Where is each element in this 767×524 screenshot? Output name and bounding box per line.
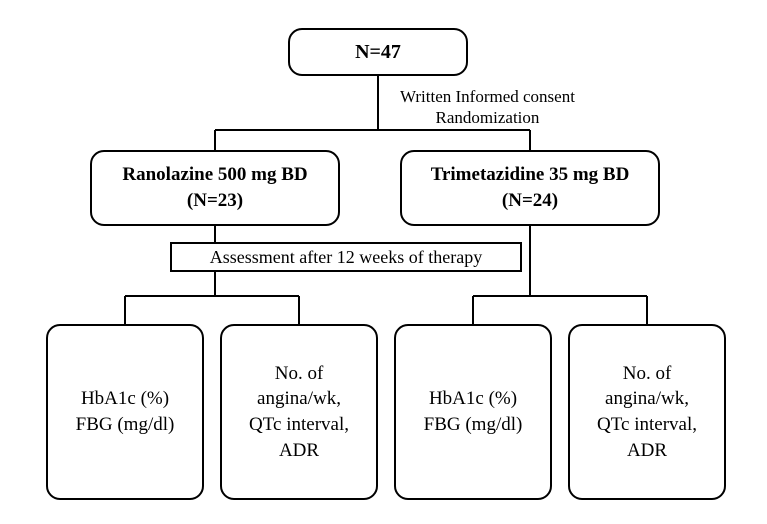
- label-assessment: Assessment after 12 weeks of therapy: [170, 242, 522, 272]
- arm-trimetazidine-line2: (N=24): [502, 188, 558, 214]
- label-informed-consent: Written Informed consent Randomization: [400, 86, 575, 129]
- outcome-b-line4: ADR: [279, 438, 319, 464]
- consent-line2: Randomization: [436, 108, 540, 127]
- outcome-c-line2: FBG (mg/dl): [424, 412, 523, 438]
- node-outcome-c: HbA1c (%) FBG (mg/dl): [394, 324, 552, 500]
- outcome-a-line1: HbA1c (%): [81, 386, 169, 412]
- arm-ranolazine-line1: Ranolazine 500 mg BD: [122, 162, 307, 188]
- arm-trimetazidine-line1: Trimetazidine 35 mg BD: [431, 162, 630, 188]
- assessment-line1: Assessment after 12 weeks of therapy: [210, 246, 482, 269]
- outcome-a-line2: FBG (mg/dl): [76, 412, 175, 438]
- node-arm-trimetazidine: Trimetazidine 35 mg BD (N=24): [400, 150, 660, 226]
- flowchart-canvas: { "diagram": { "type": "flowchart", "bac…: [0, 0, 767, 524]
- node-root: N=47: [288, 28, 468, 76]
- outcome-b-line1: No. of: [275, 361, 324, 387]
- outcome-d-line4: ADR: [627, 438, 667, 464]
- node-arm-ranolazine: Ranolazine 500 mg BD (N=23): [90, 150, 340, 226]
- outcome-c-line1: HbA1c (%): [429, 386, 517, 412]
- outcome-d-line2: angina/wk,: [605, 386, 689, 412]
- node-root-line1: N=47: [355, 39, 401, 66]
- node-outcome-b: No. of angina/wk, QTc interval, ADR: [220, 324, 378, 500]
- consent-line1: Written Informed consent: [400, 87, 575, 106]
- outcome-d-line1: No. of: [623, 361, 672, 387]
- outcome-b-line2: angina/wk,: [257, 386, 341, 412]
- outcome-d-line3: QTc interval,: [597, 412, 697, 438]
- node-outcome-d: No. of angina/wk, QTc interval, ADR: [568, 324, 726, 500]
- arm-ranolazine-line2: (N=23): [187, 188, 243, 214]
- node-outcome-a: HbA1c (%) FBG (mg/dl): [46, 324, 204, 500]
- outcome-b-line3: QTc interval,: [249, 412, 349, 438]
